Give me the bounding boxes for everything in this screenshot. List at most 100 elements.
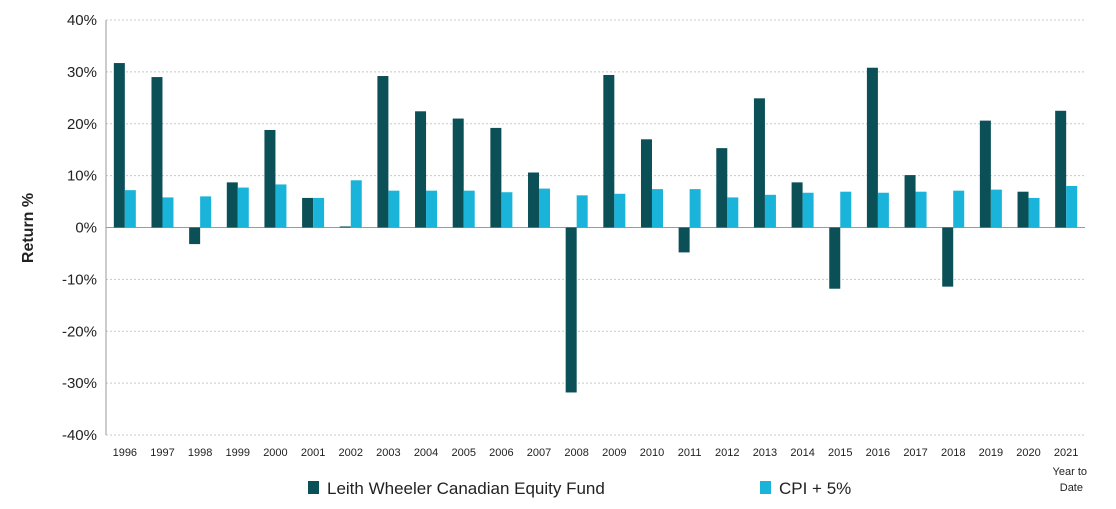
y-tick-label: -20%	[62, 323, 97, 340]
year-to-date-note-line1: Year to	[1053, 466, 1087, 478]
bar-cpi-2020	[1028, 197, 1040, 228]
x-tick-label: 2019	[979, 447, 1003, 459]
bars-layer	[113, 63, 1078, 393]
bar-fund-2005	[452, 118, 464, 228]
bar-fund-2013	[753, 98, 765, 228]
bar-fund-1997	[151, 77, 163, 228]
bar-cpi-2016	[877, 192, 889, 228]
y-tick-label: 20%	[67, 116, 97, 133]
bar-cpi-2002	[350, 180, 362, 228]
bar-cpi-2013	[764, 194, 776, 228]
x-tick-label: 1996	[113, 447, 137, 459]
bar-fund-2004	[415, 111, 427, 228]
bar-cpi-2012	[727, 197, 739, 228]
legend-label-cpi: CPI + 5%	[779, 479, 851, 498]
bar-fund-2020	[1017, 191, 1029, 228]
x-tick-label: 2004	[414, 447, 438, 459]
bar-cpi-2011	[689, 189, 701, 228]
bar-cpi-2010	[651, 189, 663, 228]
bar-cpi-2009	[614, 193, 626, 228]
bar-cpi-2018	[953, 190, 965, 228]
bar-fund-1999	[226, 182, 238, 228]
y-tick-label: -40%	[62, 427, 97, 444]
bar-cpi-1999	[237, 187, 249, 228]
bar-fund-2015	[829, 227, 841, 289]
bar-fund-2012	[716, 148, 728, 228]
bar-fund-2000	[264, 129, 276, 228]
bar-cpi-2021	[1066, 186, 1078, 228]
x-tick-label: 2021	[1054, 447, 1078, 459]
grid-layer	[106, 19, 1085, 436]
bar-fund-2010	[640, 139, 652, 228]
x-tick-label: 2007	[527, 447, 551, 459]
x-tick-label: 2000	[263, 447, 287, 459]
x-tick-label: 2020	[1016, 447, 1040, 459]
x-tick-label: 2003	[376, 447, 400, 459]
bar-fund-2009	[603, 74, 615, 228]
bar-cpi-2017	[915, 191, 927, 228]
x-tick-label: 2015	[828, 447, 852, 459]
y-tick-label: -30%	[62, 375, 97, 392]
bar-fund-2006	[490, 127, 502, 228]
y-tick-label: -10%	[62, 271, 97, 288]
bar-cpi-2004	[426, 190, 438, 228]
legend-label-fund: Leith Wheeler Canadian Equity Fund	[327, 479, 605, 498]
bar-fund-1998	[189, 227, 201, 245]
x-tick-label: 2012	[715, 447, 739, 459]
bar-cpi-2019	[990, 189, 1002, 228]
legend-swatch-cpi	[760, 481, 771, 494]
y-axis-label: Return %	[20, 193, 37, 263]
bar-fund-2016	[866, 67, 878, 228]
bar-fund-2017	[904, 175, 916, 228]
y-tick-label: 40%	[67, 12, 97, 29]
axis-layer: 40% 30% 20% 10% 0% -10% -20% -30% -40% 1996 1997 19…	[62, 12, 1078, 459]
bar-fund-2011	[678, 227, 690, 253]
bar-cpi-2005	[463, 190, 475, 228]
x-tick-label: 2014	[790, 447, 814, 459]
x-tick-label: 2001	[301, 447, 325, 459]
x-tick-label: 2009	[602, 447, 626, 459]
y-tick-label: 30%	[67, 64, 97, 81]
bar-fund-2003	[377, 76, 389, 228]
bar-cpi-1998	[200, 196, 212, 228]
bar-cpi-1996	[124, 190, 136, 228]
bar-cpi-2000	[275, 184, 287, 228]
bar-cpi-2015	[840, 191, 852, 228]
y-tick-label: 0%	[75, 220, 97, 237]
bar-cpi-2008	[576, 195, 588, 228]
bar-fund-2014	[791, 182, 803, 228]
x-tick-label: 1997	[150, 447, 174, 459]
bar-cpi-2001	[313, 197, 325, 228]
x-tick-label: 2010	[640, 447, 664, 459]
bar-cpi-1997	[162, 197, 174, 228]
legend: Leith Wheeler Canadian Equity Fund CPI +…	[308, 479, 851, 498]
bar-cpi-2014	[802, 192, 814, 228]
bar-fund-2007	[528, 172, 540, 228]
x-tick-label: 1999	[226, 447, 250, 459]
bar-fund-2018	[942, 227, 954, 287]
x-tick-label: 2011	[678, 447, 702, 459]
bar-fund-1996	[113, 63, 125, 228]
bar-cpi-2003	[388, 190, 400, 228]
x-tick-label: 2005	[451, 447, 475, 459]
year-to-date-note-line2: Date	[1060, 482, 1083, 494]
legend-swatch-fund	[308, 481, 319, 494]
y-tick-label: 10%	[67, 168, 97, 185]
bar-fund-2021	[1055, 110, 1067, 228]
bar-cpi-2007	[539, 188, 551, 228]
bar-fund-2001	[302, 197, 314, 228]
x-tick-label: 1998	[188, 447, 212, 459]
x-tick-label: 2017	[903, 447, 927, 459]
x-tick-label: 2016	[866, 447, 890, 459]
x-tick-label: 2013	[753, 447, 777, 459]
x-tick-label: 2002	[339, 447, 363, 459]
x-tick-label: 2006	[489, 447, 513, 459]
bar-fund-2019	[979, 120, 991, 228]
x-tick-label: 2018	[941, 447, 965, 459]
bar-fund-2002	[339, 226, 351, 228]
bar-cpi-2006	[501, 192, 513, 228]
x-tick-label: 2008	[564, 447, 588, 459]
bar-fund-2008	[565, 227, 577, 393]
